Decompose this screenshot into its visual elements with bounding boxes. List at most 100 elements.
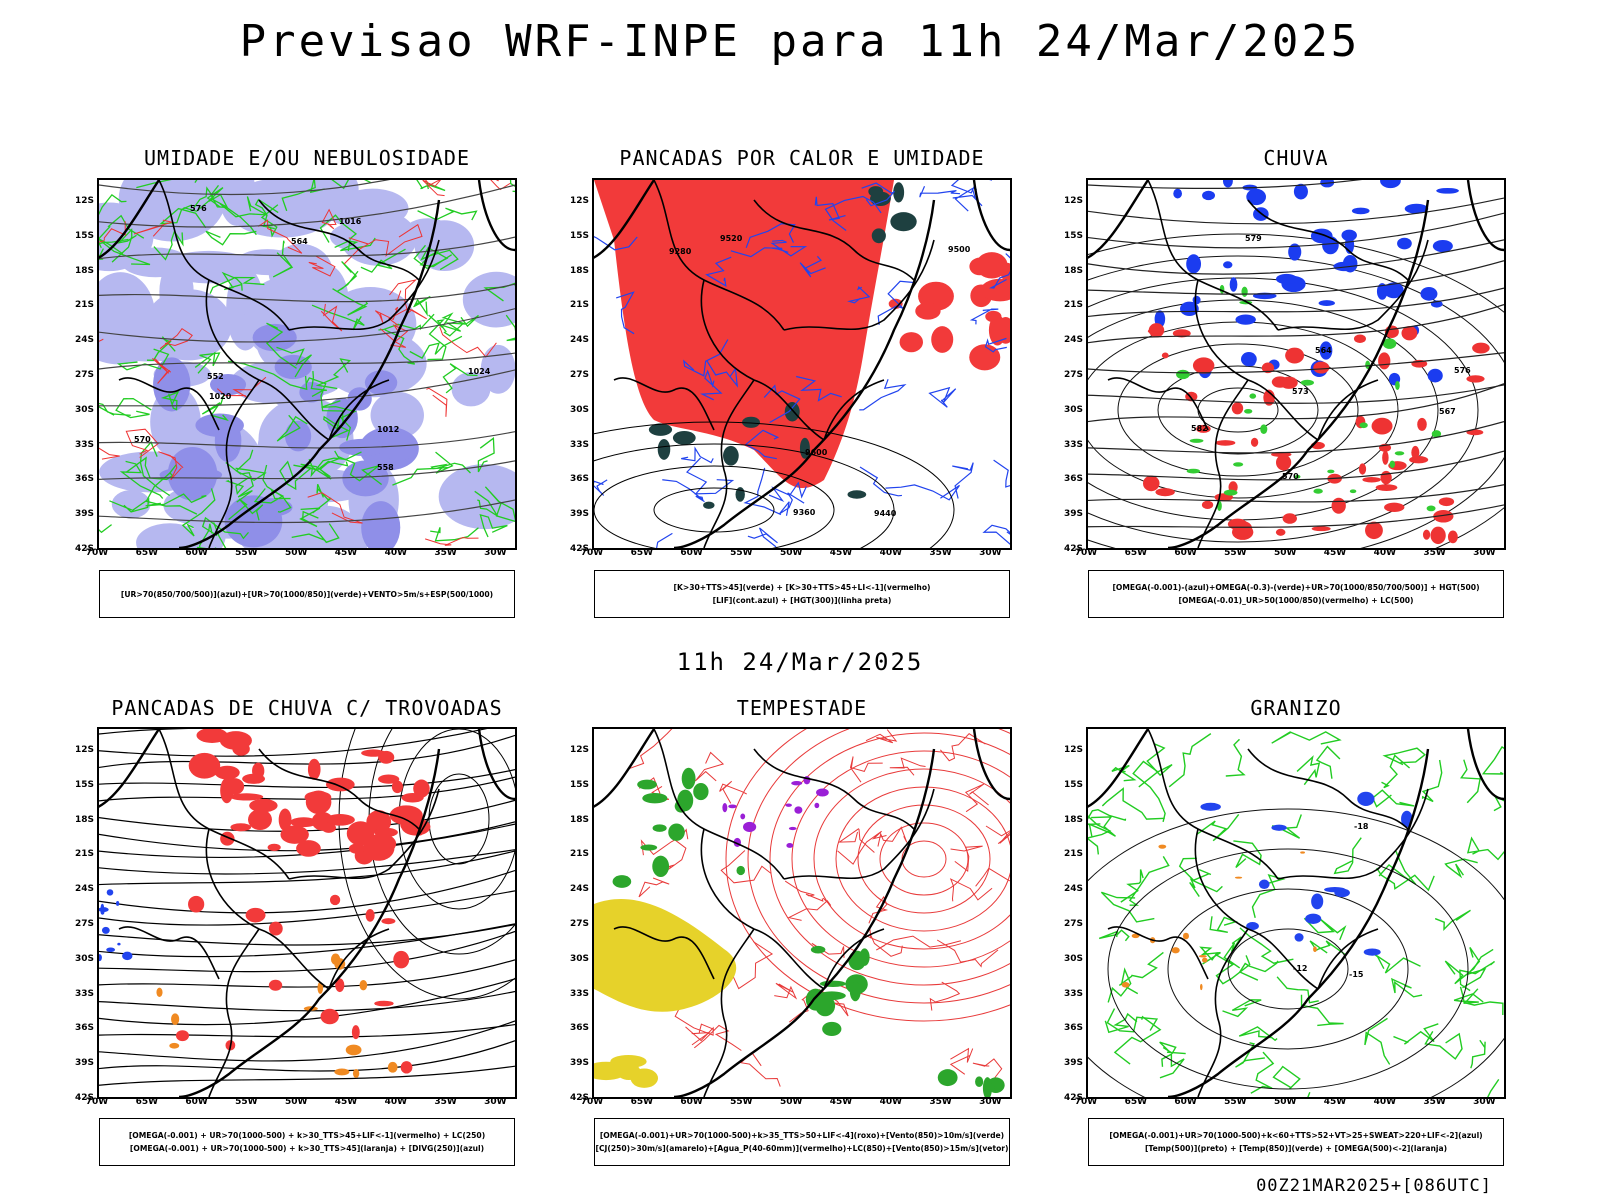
border-line (1107, 377, 1209, 431)
contour-line (1382, 747, 1427, 766)
contour-line (868, 895, 889, 924)
field-blob (365, 909, 375, 922)
field-blob (342, 460, 389, 497)
contour-line (982, 524, 1010, 545)
field-blob (1192, 357, 1215, 374)
lon-tick-label: 40W (1373, 548, 1397, 558)
contour-line (336, 261, 359, 292)
field-blob (1294, 933, 1304, 942)
field-blob (1258, 879, 1270, 890)
border-line (823, 379, 885, 441)
field-blob (214, 765, 240, 780)
contour-line (99, 238, 151, 266)
lat-tick-label: 12S (1063, 745, 1083, 755)
contour-line (1106, 1008, 1159, 1033)
isoline (1088, 255, 1504, 548)
contour-line (505, 314, 515, 342)
field-blob (610, 1055, 647, 1068)
field-blob (648, 423, 673, 436)
lon-tick-label: 30W (1473, 548, 1496, 558)
isoline (813, 768, 1010, 950)
contour-line (483, 282, 515, 302)
field-blob (1202, 957, 1208, 963)
lat-tick-label: 33S (1063, 988, 1083, 999)
contour-line (950, 845, 983, 872)
streamline (99, 729, 189, 735)
field-blob (329, 894, 341, 906)
legend-line: [Temp(500)](preto) + [Temp(850)](verde) … (1144, 1144, 1448, 1153)
streamline (1088, 304, 1504, 344)
run-time-footer: 00Z21MAR2025+[086UTC] (1256, 1176, 1492, 1196)
field-blob (285, 420, 312, 452)
lat-tick-label: 27S (569, 919, 589, 929)
jet-stream-area (594, 899, 737, 1012)
field-blob (370, 391, 424, 439)
contour-line (681, 446, 714, 464)
streamline (99, 431, 515, 449)
contour-line (1168, 733, 1212, 788)
border-line (288, 788, 440, 880)
field-blob (1358, 463, 1367, 475)
field-blob (438, 464, 515, 530)
contour-line (975, 867, 1010, 887)
contour-line (125, 428, 159, 458)
field-blob (122, 951, 133, 961)
streamline (99, 923, 515, 958)
lon-tick-label: 35W (434, 1097, 457, 1107)
field-blob (106, 947, 116, 953)
contour-line (428, 312, 465, 337)
contour-line (1470, 1039, 1486, 1069)
lon-tick-label: 40W (879, 548, 903, 558)
field-blob (1161, 352, 1169, 359)
contour-line (940, 733, 986, 762)
contour-line (1088, 808, 1127, 826)
field-blob (480, 344, 515, 394)
lon-tick-label: 70W (85, 548, 109, 558)
coastline (99, 180, 515, 548)
contour-label: 576 (190, 204, 207, 213)
field-blob (668, 823, 685, 841)
contour-line (152, 357, 172, 384)
field-blob (393, 950, 410, 969)
contour-line (205, 230, 257, 246)
panel-title-tempestade: TEMPESTADE (736, 696, 868, 720)
lat-tick-label: 21S (569, 300, 589, 311)
contour-line (291, 523, 340, 544)
field-blob (1331, 497, 1346, 514)
field-blob (657, 438, 671, 460)
field-blob (1260, 424, 1268, 435)
lat-tick-label: 39S (74, 509, 94, 520)
lon-tick-label: 70W (580, 1097, 604, 1107)
field-blob (1359, 422, 1368, 429)
isoline (594, 421, 955, 548)
field-blob (381, 918, 396, 925)
map-tempestade (592, 727, 1012, 1099)
lon-tick-label: 45W (1323, 548, 1347, 558)
field-blob (1404, 203, 1429, 214)
contour-line (1101, 787, 1165, 820)
contour-line (422, 180, 445, 197)
contour-line (262, 464, 292, 513)
field-blob (1362, 476, 1381, 483)
border-line (1147, 729, 1279, 880)
field-blob (1182, 932, 1189, 940)
border-line (1317, 379, 1379, 441)
contour-line (1493, 794, 1504, 812)
field-blob (1432, 239, 1453, 253)
contour-line (1393, 1023, 1439, 1045)
lon-tick-label: 55W (730, 1097, 753, 1107)
field-blob (362, 835, 395, 861)
lat-tick-label: 33S (1063, 439, 1083, 450)
contour-line (1138, 743, 1173, 788)
isoline (1088, 808, 1504, 1097)
lon-tick-label: 35W (929, 548, 952, 558)
contour-line (323, 415, 350, 438)
lat-tick-label: 33S (569, 439, 589, 450)
lat-tick-label: 42S (74, 544, 94, 554)
lon-tick-label: 55W (1224, 548, 1247, 558)
contour-line (159, 204, 207, 229)
contour-line (889, 757, 926, 776)
contour-line (99, 524, 112, 534)
map-chuva: 582 579 576 573 570 567 564 (1086, 178, 1506, 550)
contour-line (787, 897, 832, 921)
